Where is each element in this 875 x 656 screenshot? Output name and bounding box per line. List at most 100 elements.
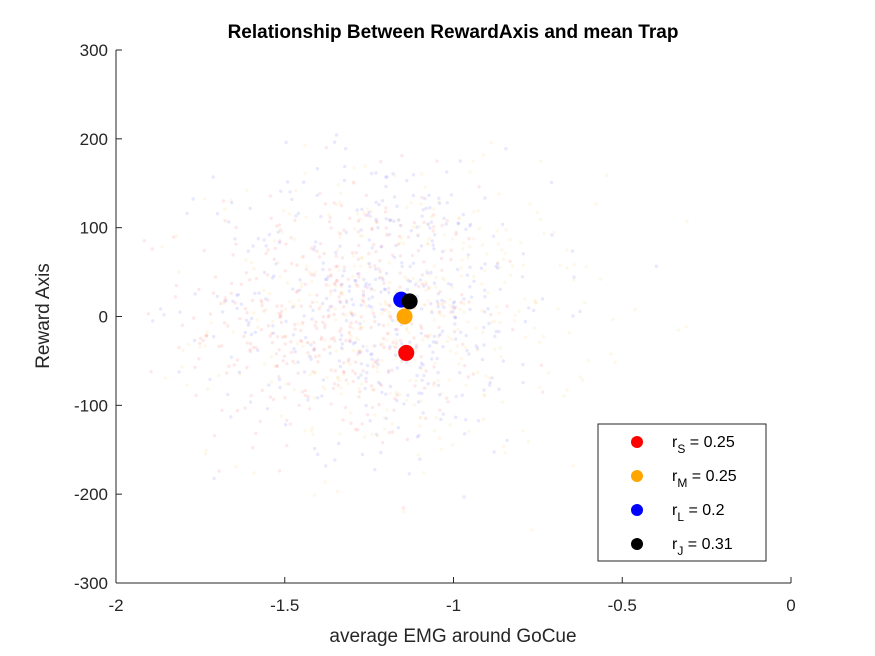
scatter-point [348,362,352,367]
scatter-point [468,224,472,228]
scatter-point [426,222,430,227]
scatter-point [494,329,498,334]
scatter-point [293,327,297,331]
scatter-point [266,298,270,302]
scatter-point [609,352,613,356]
scatter-point [361,294,366,298]
scatter-point [380,311,384,316]
scatter-point [486,307,490,311]
scatter-point [180,365,184,369]
scatter-point [329,273,333,277]
scatter-point [244,318,249,322]
scatter-point [311,308,315,312]
scatter-point [387,369,391,373]
scatter-point [394,243,398,248]
scatter-point [397,241,402,245]
scatter-point [419,355,423,359]
scatter-point [374,267,378,271]
scatter-point [211,175,215,179]
scatter-point [341,418,345,422]
scatter-point [424,282,428,287]
scatter-point [488,380,492,385]
scatter-point [312,347,316,352]
scatter-point [500,400,504,404]
scatter-point [324,296,329,301]
scatter-point [411,173,416,177]
scatter-point [245,365,249,370]
scatter-point [440,302,444,307]
scatter-point [436,292,440,296]
scatter-point [463,363,467,368]
scatter-point [271,319,275,324]
scatter-point [370,246,374,250]
scatter-point [370,432,374,437]
scatter-point [335,264,340,268]
scatter-point [404,398,409,402]
legend-marker-j [631,538,643,550]
scatter-point [428,206,432,210]
scatter-point [222,301,226,306]
scatter-point [294,214,298,218]
scatter-point [313,270,317,275]
scatter-point [459,274,464,278]
scatter-point [447,378,451,382]
scatter-point [384,175,388,179]
scatter-point [508,273,513,277]
scatter-point [501,444,506,449]
scatter-point [342,269,346,273]
scatter-point [243,406,247,410]
scatter-point [361,344,365,348]
scatter-point [437,311,441,315]
scatter-point [226,324,230,328]
scatter-point [285,418,289,423]
scatter-point [334,133,339,137]
scatter-point [277,377,282,382]
scatter-point [378,382,382,386]
scatter-point [288,422,292,426]
scatter-point [208,312,213,316]
y-tick-label: -100 [74,396,108,415]
scatter-point [493,334,497,338]
scatter-point [405,287,410,292]
scatter-point [329,289,333,294]
scatter-point [594,202,598,206]
scatter-point [565,266,569,270]
scatter-point [397,234,402,238]
scatter-point [486,291,490,295]
scatter-point [285,362,289,366]
scatter-point [367,238,371,242]
scatter-point [462,310,466,314]
scatter-point [439,313,443,317]
scatter-point [334,349,338,353]
scatter-point [308,354,312,359]
scatter-point [424,269,429,273]
x-tick-label: 0 [786,596,795,615]
scatter-point [513,313,517,318]
scatter-point [274,352,278,356]
scatter-point [398,223,403,228]
scatter-point [290,197,294,202]
scatter-point [418,278,423,282]
scatter-point [384,308,389,312]
scatter-point [379,275,383,280]
scatter-point [405,437,410,442]
scatter-point [386,314,391,318]
scatter-point [432,281,437,285]
scatter-point [322,347,326,352]
scatter-point [633,307,637,312]
scatter-point [480,282,484,286]
scatter-point [481,417,486,421]
scatter-point [315,293,319,297]
scatter-point [220,408,224,413]
scatter-point [449,193,454,197]
scatter-point [450,443,455,447]
scatter-point [400,154,404,158]
scatter-point [275,304,279,308]
scatter-point [334,254,338,258]
scatter-point [289,350,294,355]
scatter-point [201,338,205,343]
scatter-point [318,191,322,196]
scatter-point [457,216,461,221]
scatter-point [347,357,351,361]
